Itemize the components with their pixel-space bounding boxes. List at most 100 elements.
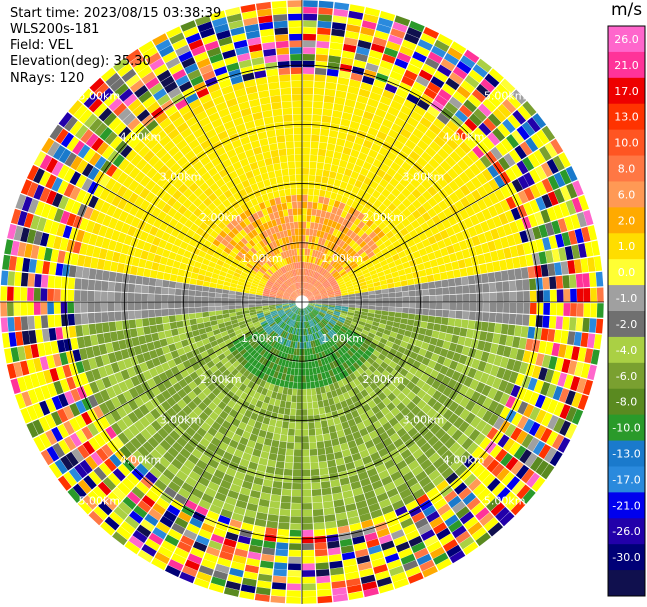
velocity-gate: [388, 129, 400, 140]
velocity-gate: [296, 348, 300, 356]
velocity-gate: [279, 155, 288, 163]
velocity-gate: [332, 284, 339, 289]
velocity-gate: [297, 389, 302, 396]
velocity-gate: [282, 209, 289, 217]
velocity-gate: [311, 482, 321, 490]
velocity-gate: [310, 455, 319, 463]
velocity-gate: [374, 285, 382, 291]
velocity-gate: [318, 259, 324, 267]
velocity-gate: [484, 73, 500, 88]
velocity-gate: [136, 267, 145, 277]
velocity-gate: [362, 139, 373, 149]
velocity-gate: [316, 47, 329, 55]
velocity-gate: [459, 267, 468, 277]
velocity-gate: [362, 192, 372, 201]
velocity-gate: [459, 184, 471, 196]
velocity-gate: [307, 293, 313, 299]
velocity-gate: [424, 228, 434, 238]
velocity-gate: [316, 274, 322, 281]
velocity-gate: [373, 262, 382, 270]
velocity-gate: [402, 208, 412, 218]
velocity-gate: [276, 135, 286, 143]
velocity-gate: [154, 309, 162, 317]
velocity-gate: [281, 94, 292, 102]
velocity-gate: [114, 302, 121, 311]
velocity-gate: [498, 157, 510, 171]
velocity-gate: [385, 256, 394, 264]
velocity-gate: [265, 527, 278, 536]
velocity-gate: [409, 244, 419, 253]
velocity-gate: [477, 254, 486, 265]
velocity-gate: [395, 245, 404, 254]
velocity-gate: [385, 183, 395, 193]
velocity-gate: [128, 283, 136, 293]
velocity-gate: [387, 202, 397, 212]
velocity-gate: [327, 62, 340, 70]
velocity-gate: [333, 214, 341, 223]
velocity-gate: [388, 261, 396, 269]
velocity-gate: [325, 225, 331, 234]
velocity-gate: [276, 413, 284, 421]
velocity-gate: [341, 242, 349, 250]
velocity-gate: [367, 287, 375, 292]
velocity-gate: [262, 416, 271, 425]
velocity-gate: [286, 202, 293, 210]
velocity-gate: [369, 298, 376, 302]
velocity-gate: [413, 145, 425, 156]
velocity-gate: [195, 307, 202, 313]
velocity-gate: [215, 306, 222, 311]
velocity-gate: [442, 255, 451, 264]
velocity-gate: [102, 270, 110, 281]
velocity-gate: [267, 75, 279, 84]
velocity-gate: [302, 483, 311, 490]
velocity-gate: [550, 138, 564, 155]
velocity-gate: [274, 169, 283, 178]
velocity-gate: [529, 184, 541, 199]
velocity-gate: [306, 283, 310, 290]
velocity-gate: [394, 231, 404, 240]
velocity-gate: [323, 102, 334, 110]
velocity-gate: [511, 178, 523, 193]
velocity-gate: [401, 39, 417, 51]
velocity-gate: [281, 495, 291, 503]
velocity-gate: [564, 216, 574, 231]
velocity-gate: [342, 297, 349, 300]
velocity-gate: [422, 289, 430, 296]
velocity-gate: [433, 249, 443, 259]
velocity-gate: [505, 196, 517, 210]
velocity-gate: [309, 228, 314, 236]
velocity-gate: [325, 520, 337, 529]
velocity-gate: [446, 138, 459, 151]
velocity-gate: [348, 206, 356, 215]
velocity-gate: [315, 265, 321, 273]
velocity-gate: [302, 409, 308, 416]
velocity-gate: [318, 148, 327, 157]
velocity-gate: [47, 315, 55, 328]
velocity-gate: [74, 302, 81, 313]
velocity-gate: [314, 81, 326, 89]
velocity-gate: [294, 147, 302, 155]
velocity-gate: [335, 172, 344, 181]
velocity-gate: [348, 293, 356, 298]
velocity-gate: [277, 183, 285, 191]
velocity-gate: [488, 192, 500, 205]
velocity-gate: [20, 287, 28, 301]
velocity-gate: [308, 298, 315, 301]
velocity-gate: [496, 226, 506, 238]
velocity-gate: [340, 118, 351, 127]
velocity-gate: [315, 175, 322, 183]
velocity-gate: [493, 238, 503, 250]
velocity-gate: [302, 382, 307, 389]
velocity-gate: [412, 128, 425, 140]
velocity-gate: [285, 448, 294, 456]
velocity-gate: [54, 314, 62, 327]
velocity-gate: [467, 226, 478, 238]
velocity-gate: [291, 80, 302, 88]
velocity-gate: [360, 82, 373, 92]
velocity-gate: [419, 117, 432, 129]
velocity-gate: [323, 507, 335, 516]
velocity-gate: [316, 258, 321, 266]
velocity-gate: [486, 262, 494, 273]
velocity-gate: [535, 196, 547, 211]
velocity-gate: [553, 188, 565, 204]
